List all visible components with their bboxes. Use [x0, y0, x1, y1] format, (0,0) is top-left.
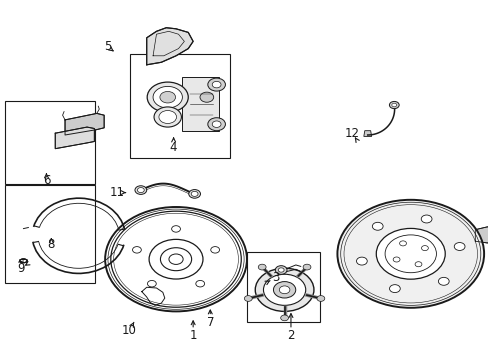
Circle shape [278, 268, 284, 272]
Circle shape [169, 254, 183, 264]
Circle shape [160, 248, 191, 271]
Circle shape [210, 247, 219, 253]
Circle shape [356, 257, 366, 265]
Circle shape [280, 315, 288, 321]
Circle shape [188, 190, 200, 198]
Circle shape [135, 186, 146, 194]
Circle shape [263, 274, 305, 305]
Polygon shape [146, 28, 193, 65]
Circle shape [275, 266, 286, 274]
Circle shape [255, 268, 313, 311]
Circle shape [371, 222, 382, 230]
Bar [5, 101, 95, 184]
Bar [5, 185, 95, 283]
Polygon shape [182, 77, 219, 131]
Circle shape [384, 235, 435, 273]
Text: 2: 2 [286, 329, 294, 342]
Bar [129, 54, 229, 158]
Circle shape [399, 241, 406, 246]
Circle shape [212, 121, 221, 127]
Circle shape [200, 92, 213, 102]
Circle shape [273, 282, 295, 298]
Circle shape [244, 296, 252, 301]
Circle shape [171, 226, 180, 232]
Bar [246, 252, 320, 322]
Text: 1: 1 [189, 329, 197, 342]
Circle shape [159, 111, 176, 123]
Polygon shape [363, 131, 371, 136]
Circle shape [160, 91, 175, 103]
Circle shape [105, 207, 246, 311]
Circle shape [147, 280, 156, 287]
Circle shape [421, 246, 427, 251]
Circle shape [258, 264, 265, 270]
Text: 12: 12 [344, 127, 359, 140]
Circle shape [414, 262, 421, 267]
Circle shape [453, 243, 464, 251]
Circle shape [388, 102, 398, 109]
Circle shape [303, 264, 310, 270]
Polygon shape [474, 227, 488, 243]
Circle shape [191, 192, 198, 197]
Circle shape [316, 296, 324, 301]
Text: 11: 11 [110, 186, 124, 199]
Circle shape [207, 118, 225, 131]
Polygon shape [55, 127, 94, 149]
Circle shape [153, 86, 182, 108]
Text: 3: 3 [272, 271, 280, 284]
Circle shape [376, 229, 444, 279]
Circle shape [420, 215, 431, 223]
Text: 5: 5 [103, 40, 111, 53]
Text: 9: 9 [17, 262, 24, 275]
Circle shape [438, 277, 448, 285]
Circle shape [207, 78, 225, 91]
Text: 8: 8 [47, 238, 55, 251]
Polygon shape [65, 113, 104, 135]
Circle shape [195, 280, 204, 287]
Polygon shape [142, 287, 164, 305]
Circle shape [149, 239, 203, 279]
Circle shape [279, 286, 289, 294]
Text: 4: 4 [169, 141, 177, 154]
Text: 10: 10 [122, 324, 137, 337]
Circle shape [337, 200, 483, 308]
Circle shape [392, 257, 399, 262]
Circle shape [132, 247, 141, 253]
Circle shape [137, 188, 144, 193]
Circle shape [154, 107, 181, 127]
Circle shape [389, 285, 400, 293]
Text: 6: 6 [42, 174, 50, 186]
Text: 7: 7 [206, 316, 214, 329]
Circle shape [212, 81, 221, 88]
Circle shape [391, 103, 396, 107]
Circle shape [147, 82, 188, 112]
